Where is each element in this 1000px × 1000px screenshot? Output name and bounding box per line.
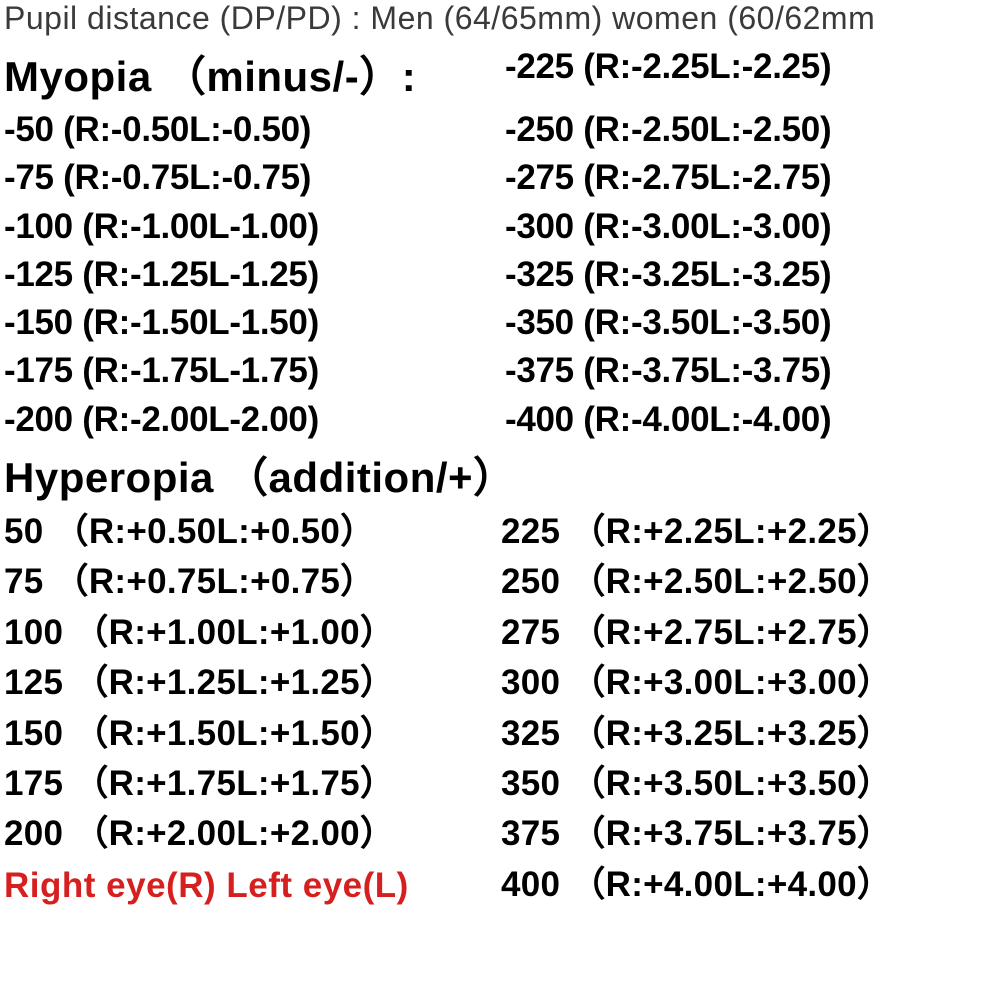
myopia-value: -400 (R:-4.00L:-4.00) bbox=[505, 396, 996, 444]
myopia-value: -175 (R:-1.75L-1.75) bbox=[4, 347, 495, 395]
myopia-value: -250 (R:-2.50L:-2.50) bbox=[505, 106, 996, 154]
myopia-value: -225 (R:-2.25L:-2.25) bbox=[505, 43, 996, 91]
hyperopia-value: 75 （R:+0.75L:+0.75） bbox=[4, 557, 499, 607]
hyperopia-value: 250 （R:+2.50L:+2.50） bbox=[501, 557, 996, 607]
hyperopia-value: 200 （R:+2.00L:+2.00） bbox=[4, 809, 499, 859]
myopia-value: -125 (R:-1.25L-1.25) bbox=[4, 251, 495, 299]
hyperopia-value: 300 （R:+3.00L:+3.00） bbox=[501, 658, 996, 708]
myopia-value: -75 (R:-0.75L:-0.75) bbox=[4, 154, 495, 202]
hyperopia-value: 400 （R:+4.00L:+4.00） bbox=[501, 860, 996, 910]
hyperopia-value: 375 （R:+3.75L:+3.75） bbox=[501, 809, 996, 859]
myopia-value: -150 (R:-1.50L-1.50) bbox=[4, 299, 495, 347]
myopia-value: -325 (R:-3.25L:-3.25) bbox=[505, 251, 996, 299]
hyperopia-value: 125 （R:+1.25L:+1.25） bbox=[4, 658, 499, 708]
myopia-value: -275 (R:-2.75L:-2.75) bbox=[505, 154, 996, 202]
hyperopia-value: 50 （R:+0.50L:+0.50） bbox=[4, 507, 499, 557]
myopia-value: -375 (R:-3.75L:-3.75) bbox=[505, 347, 996, 395]
myopia-value: -350 (R:-3.50L:-3.50) bbox=[505, 299, 996, 347]
hyperopia-value: 100 （R:+1.00L:+1.00） bbox=[4, 608, 499, 658]
myopia-value: -200 (R:-2.00L-2.00) bbox=[4, 396, 495, 444]
myopia-value: -300 (R:-3.00L:-3.00) bbox=[505, 203, 996, 251]
eye-legend: Right eye(R) Left eye(L) bbox=[4, 866, 499, 906]
myopia-value: -50 (R:-0.50L:-0.50) bbox=[4, 106, 495, 154]
myopia-title: Myopia （minus/-）: bbox=[4, 43, 495, 104]
hyperopia-value: 325 （R:+3.25L:+3.25） bbox=[501, 709, 996, 759]
hyperopia-value: 150 （R:+1.50L:+1.50） bbox=[4, 709, 499, 759]
myopia-value: -100 (R:-1.00L-1.00) bbox=[4, 203, 495, 251]
hyperopia-value: 225 （R:+2.25L:+2.25） bbox=[501, 507, 996, 557]
hyperopia-value: 350 （R:+3.50L:+3.50） bbox=[501, 759, 996, 809]
pupil-distance-header: Pupil distance (DP/PD) : Men (64/65mm) w… bbox=[4, 0, 996, 37]
hyperopia-title: Hyperopia （addition/+） bbox=[4, 444, 996, 505]
hyperopia-value: 175 （R:+1.75L:+1.75） bbox=[4, 759, 499, 809]
hyperopia-value: 275 （R:+2.75L:+2.75） bbox=[501, 608, 996, 658]
